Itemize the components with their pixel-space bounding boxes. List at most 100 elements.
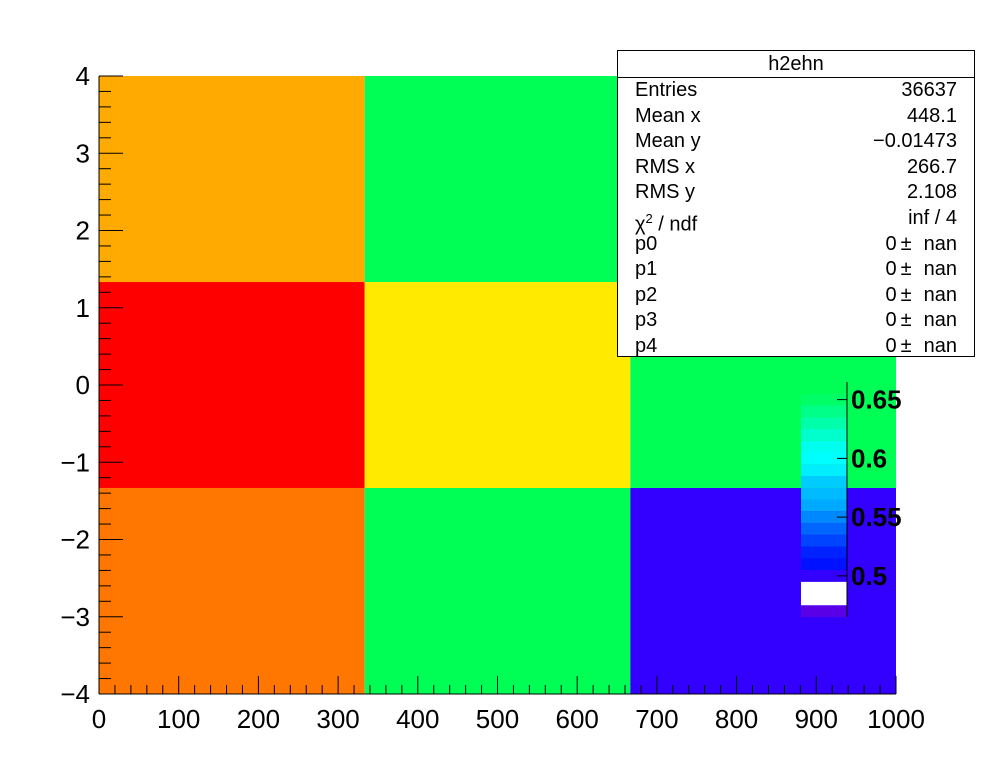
palette-band <box>801 452 847 465</box>
y-tick-label: −3 <box>60 602 90 632</box>
stats-row-param: p2 0 ± nan <box>618 283 974 309</box>
y-tick-label: 1 <box>76 293 90 323</box>
palette-band <box>801 523 847 535</box>
heatmap-cell <box>364 76 631 283</box>
heatmap-cell <box>630 487 896 694</box>
stats-row: RMS x 266.7 <box>618 155 974 181</box>
palette-tick-label: 0.5 <box>851 561 887 591</box>
stats-param-error: nan <box>923 334 957 357</box>
x-tick-label: 300 <box>316 704 359 734</box>
stats-param-num: 0 <box>885 283 897 306</box>
stats-row: Entries 36637 <box>618 78 974 104</box>
stats-row-param: p4 0 ± nan <box>618 334 974 360</box>
y-tick-label: 2 <box>76 216 90 246</box>
x-tick-label: 200 <box>237 704 280 734</box>
palette-band <box>801 499 847 512</box>
x-tick-label: 400 <box>396 704 439 734</box>
stats-row-param: p0 0 ± nan <box>618 232 974 258</box>
stats-pm-symbol: ± <box>900 283 912 306</box>
stats-param-num: 0 <box>885 258 897 281</box>
palette-band <box>801 382 847 394</box>
palette-band <box>801 393 847 406</box>
stats-label-chi2: χ2 / ndf <box>635 210 698 236</box>
palette-band <box>801 405 847 418</box>
stats-row: Mean x 448.1 <box>618 104 974 130</box>
y-tick-labels: −4 −3 −2 −1 0 1 2 3 4 <box>60 61 90 709</box>
palette-tick-label: 0.6 <box>851 443 887 473</box>
stats-box: h2ehn Entries 36637 Mean x 448.1 Mean y −0.01… <box>617 50 975 357</box>
x-tick-label: 500 <box>476 704 519 734</box>
x-tick-label: 0 <box>92 704 106 734</box>
stats-value: 36637 <box>901 79 957 101</box>
stats-rows: Entries 36637 Mean x 448.1 Mean y −0.01473 RMS… <box>618 78 974 360</box>
heatmap-cell <box>99 76 365 283</box>
palette-tick-label: 0.55 <box>851 502 902 532</box>
stats-param-label: p1 <box>635 258 658 281</box>
palette-band <box>801 558 847 570</box>
heatmap-cell <box>364 487 631 694</box>
stats-param-label: p4 <box>635 334 658 357</box>
palette-band <box>801 429 847 441</box>
y-tick-label: 4 <box>76 61 90 91</box>
stats-value: 266.7 <box>906 155 957 178</box>
stats-label: Mean y <box>635 130 701 153</box>
stats-title: h2ehn <box>618 51 974 78</box>
stats-param-label: p3 <box>635 309 658 332</box>
heatmap-cell <box>99 282 365 488</box>
stats-row: RMS y 2.108 <box>618 180 974 206</box>
y-tick-label: −2 <box>60 525 90 555</box>
x-tick-labels: 0 100 200 300 400 500 600 700 800 900 1000 <box>92 704 925 734</box>
stats-param-num: 0 <box>885 309 897 332</box>
stats-param-label: p0 <box>635 232 658 255</box>
x-tick-label: 900 <box>795 704 838 734</box>
stats-param-label: p2 <box>635 283 658 306</box>
x-tick-label: 1000 <box>867 704 925 734</box>
stats-param-value: 0 ± nan <box>886 232 957 258</box>
stats-pm-symbol: ± <box>900 334 912 357</box>
x-tick-label: 700 <box>635 704 678 734</box>
stats-pm-symbol: ± <box>900 258 912 281</box>
palette-band <box>801 570 847 582</box>
palette-band <box>801 464 847 476</box>
palette-band <box>801 417 847 429</box>
y-tick-label: −1 <box>60 447 90 477</box>
heatmap-cell <box>99 487 365 694</box>
axes <box>98 75 897 695</box>
stats-label: Mean x <box>635 104 701 127</box>
palette-tick-label: 0.65 <box>851 385 902 415</box>
stats-row-param: p1 0 ± nan <box>618 257 974 283</box>
stats-param-error: nan <box>923 258 957 281</box>
stats-pm-symbol: ± <box>900 232 912 255</box>
y-tick-label: −4 <box>60 679 90 709</box>
palette-band <box>801 593 847 606</box>
stats-label: RMS y <box>635 181 695 204</box>
x-tick-label: 800 <box>715 704 758 734</box>
stats-param-error: nan <box>923 283 957 306</box>
palette-band <box>801 487 847 500</box>
stats-param-num: 0 <box>885 232 897 255</box>
stats-param-num: 0 <box>885 334 897 357</box>
y-tick-label: 3 <box>76 138 90 168</box>
palette-band <box>801 511 847 523</box>
stats-pm-symbol: ± <box>900 309 912 332</box>
palette-band <box>801 581 847 594</box>
stats-param-value: 0 ± nan <box>886 308 957 334</box>
stats-param-value: 0 ± nan <box>886 334 957 360</box>
y-tick-label: 0 <box>76 370 90 400</box>
stats-label: RMS x <box>635 155 695 178</box>
stats-value: 2.108 <box>906 181 957 204</box>
palette-band <box>801 605 847 617</box>
palette-labels: 0.5 0.55 0.6 0.65 <box>851 385 902 591</box>
stats-row-chi2: χ2 / ndf inf / 4 <box>618 206 974 236</box>
stats-label: Entries <box>635 79 698 101</box>
stats-param-value: 0 ± nan <box>886 283 957 309</box>
palette-band <box>801 476 847 488</box>
palette-band <box>801 534 847 547</box>
heatmap-cell <box>364 282 631 488</box>
palette-band <box>801 546 847 559</box>
stats-param-error: nan <box>923 232 957 255</box>
stats-param-value: 0 ± nan <box>886 257 957 283</box>
stats-chi2-superscript: 2 <box>645 210 653 226</box>
stats-param-error: nan <box>923 309 957 332</box>
palette-band <box>801 440 847 453</box>
